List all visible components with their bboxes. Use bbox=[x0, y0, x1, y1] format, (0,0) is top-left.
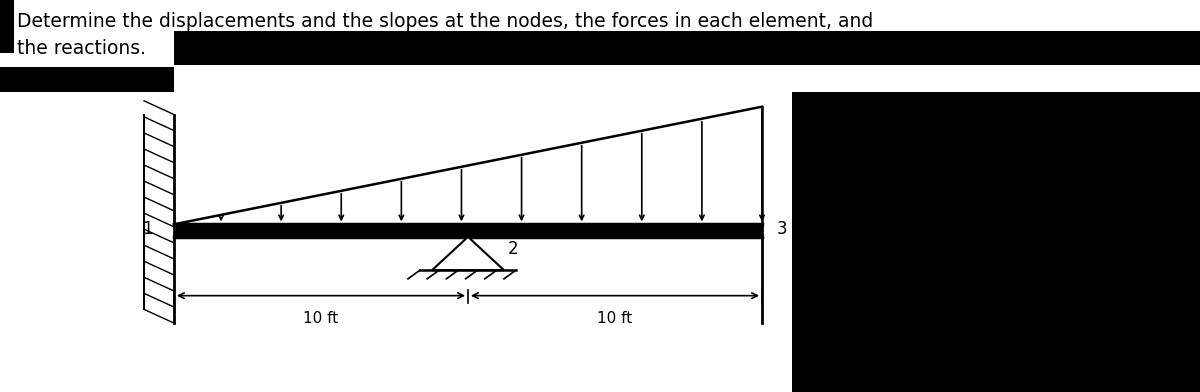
Text: the reactions.: the reactions. bbox=[17, 40, 146, 58]
Bar bbox=[792, 92, 1200, 392]
Text: 10 ft: 10 ft bbox=[304, 310, 338, 325]
Text: 1: 1 bbox=[142, 220, 152, 238]
Text: 10 ft: 10 ft bbox=[598, 310, 632, 325]
Bar bbox=[0, 67, 174, 92]
Text: 3: 3 bbox=[776, 220, 787, 238]
Text: I = 150 in.⁴: I = 150 in.⁴ bbox=[828, 181, 914, 196]
Polygon shape bbox=[432, 237, 504, 270]
Bar bbox=[174, 31, 1200, 65]
Bar bbox=[174, 224, 762, 237]
Text: 2: 2 bbox=[508, 240, 518, 258]
Text: E = 29 × 10⁶ psi: E = 29 × 10⁶ psi bbox=[828, 146, 954, 161]
Text: 4000 lb/ft: 4000 lb/ft bbox=[792, 94, 872, 112]
FancyBboxPatch shape bbox=[0, 0, 14, 53]
Text: Determine the displacements and the slopes at the nodes, the forces in each elem: Determine the displacements and the slop… bbox=[17, 12, 874, 31]
